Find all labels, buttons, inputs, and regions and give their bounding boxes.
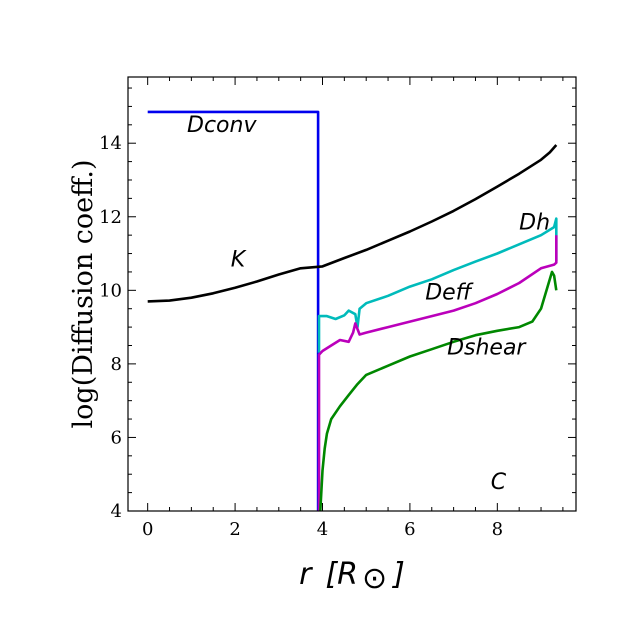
x-axis-label: r [R ⊙ ] (299, 557, 405, 596)
series-line-2 (317, 217, 558, 353)
x-axis-label-var: r (299, 557, 313, 592)
y-tick-label: 4 (111, 501, 122, 522)
y-tick-label: 8 (111, 354, 122, 375)
x-tick-label: 6 (404, 519, 415, 540)
annotation-c: C (491, 470, 507, 495)
annotation-dh: Dh (519, 211, 550, 236)
y-tick-label: 12 (99, 207, 122, 228)
series-layer (147, 110, 558, 512)
y-tick-label: 14 (99, 133, 122, 154)
series-line-1 (147, 144, 558, 303)
y-tick-label: 6 (111, 427, 122, 448)
plot-frame (127, 76, 577, 512)
annotation-dconv: Dconv (187, 113, 257, 138)
annotation-deff: Deff (425, 281, 473, 306)
y-tick-label: 10 (99, 280, 122, 301)
x-axis-label-sun: ⊙ (362, 561, 387, 596)
x-tick-label: 4 (317, 519, 328, 540)
series-line-3 (317, 235, 558, 511)
series-line-4 (319, 270, 558, 512)
series-line-0 (147, 110, 320, 511)
annotation-dshear: Dshear (447, 336, 527, 361)
annotation-layer: Dconv K Dh Deff Dshear C (187, 113, 550, 495)
annotation-k: K (231, 247, 247, 272)
x-tick-label: 2 (229, 519, 240, 540)
x-axis-label-close: ] (391, 557, 405, 592)
x-axis-label-unit: [R (325, 557, 358, 592)
x-tick-label: 8 (492, 519, 503, 540)
x-tick-label: 0 (142, 519, 153, 540)
tick-layer: 0 2 4 6 8 4 6 8 10 12 14 (99, 77, 576, 540)
y-axis-label: log(Diffusion coeff.) (68, 160, 99, 429)
